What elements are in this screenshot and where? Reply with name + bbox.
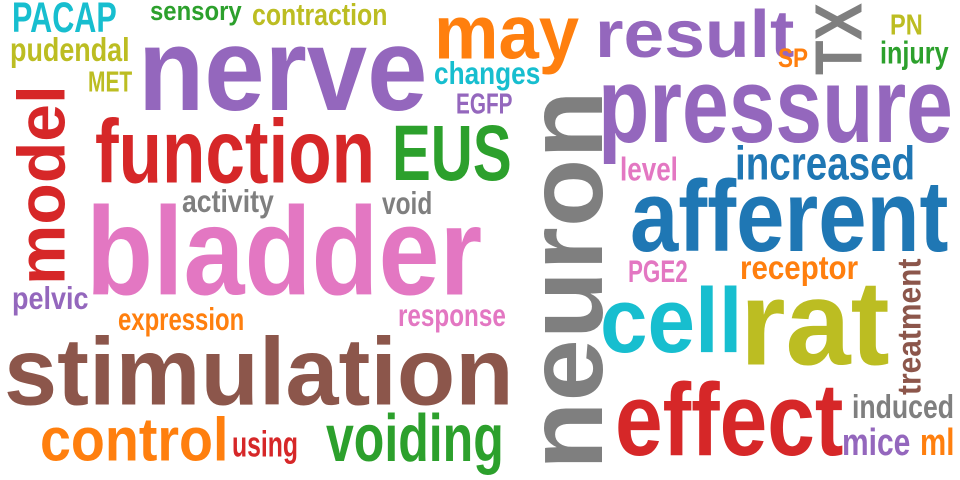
word-increased: increased xyxy=(735,136,916,191)
word-may: may xyxy=(434,0,580,76)
word-model: model xyxy=(3,85,79,285)
word-pacap: PACAP xyxy=(12,0,117,42)
word-using: using xyxy=(232,425,298,466)
word-activity: activity xyxy=(182,183,274,220)
word-eus: EUS xyxy=(392,108,512,198)
word-response: response xyxy=(398,297,506,334)
word-effect: effect xyxy=(615,362,844,477)
word-result: result xyxy=(595,0,795,72)
word-met: MET xyxy=(88,66,133,100)
word-injury: injury xyxy=(880,36,949,72)
word-nerve: nerve xyxy=(138,5,428,136)
word-rat: rat xyxy=(740,255,890,391)
word-pelvic: pelvic xyxy=(12,280,89,317)
word-control: control xyxy=(40,405,229,474)
word-pn: PN xyxy=(890,9,923,43)
word-pressure: pressure xyxy=(598,45,953,166)
word-contraction: contraction xyxy=(252,0,388,33)
word-afferent: afferent xyxy=(630,160,949,273)
word-voiding: voiding xyxy=(326,400,504,476)
word-void: void xyxy=(382,185,433,222)
word-bladder: bladder xyxy=(86,181,483,323)
word-pudendal: pudendal xyxy=(10,31,130,70)
word-sp: SP xyxy=(778,43,809,73)
word-ml: ml xyxy=(920,420,955,464)
word-cell: cell xyxy=(600,268,743,372)
word-induced: induced xyxy=(852,388,955,427)
word-pge2: PGE2 xyxy=(628,253,688,290)
word-expression: expression xyxy=(118,301,245,338)
word-receptor: receptor xyxy=(740,249,859,288)
word-stimulation: stimulation xyxy=(4,318,514,425)
word-treatment: treatment xyxy=(891,258,929,395)
word-level: level xyxy=(620,150,678,189)
word-function: function xyxy=(95,102,376,202)
word-egfp: EGFP xyxy=(456,88,513,122)
word-mice: mice xyxy=(842,420,911,464)
word-changes: changes xyxy=(434,55,541,92)
word-sensory: sensory xyxy=(150,0,242,27)
